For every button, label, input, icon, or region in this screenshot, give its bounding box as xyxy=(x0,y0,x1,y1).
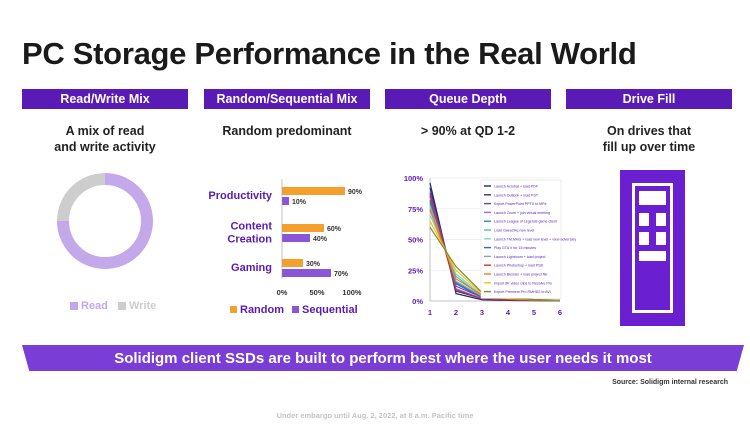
bar-sequential-1 xyxy=(282,234,310,242)
page-title: PC Storage Performance in the Real World xyxy=(22,36,637,71)
legend-label: Play GTA V for 15 minutes xyxy=(494,246,536,250)
x-tick-label: 0% xyxy=(277,288,288,297)
bar-random-0 xyxy=(282,187,345,195)
x-tick-label: 4 xyxy=(506,308,511,317)
drive-cell xyxy=(639,232,649,245)
column-subtitle-random-sequential: Random predominant xyxy=(204,123,370,139)
legend-label: Import 8K video clips to Resolve Pro xyxy=(494,281,552,285)
x-tick-label: 100% xyxy=(342,288,362,297)
summary-banner: Solidigm client SSDs are built to perfor… xyxy=(22,345,744,371)
subtitle-line: A mix of read xyxy=(65,124,145,138)
source-note: Source: Solidigm internal research xyxy=(612,379,728,386)
column-subtitle-drive-fill: On drives that fill up over time xyxy=(566,123,732,155)
legend-label: Launch League of Legends game client xyxy=(494,220,557,224)
drive-bar xyxy=(639,251,666,261)
bar-value-label: 60% xyxy=(327,226,342,233)
drive-inner xyxy=(635,186,670,310)
column-subtitle-queue-depth: > 90% at QD 1-2 xyxy=(385,123,551,139)
legend-label: Export PowerPoint PPTX to MP4 xyxy=(494,202,547,206)
subtitle-line: and write activity xyxy=(54,140,156,154)
drive-cell xyxy=(656,232,666,245)
drive-slot xyxy=(639,191,666,205)
y-tick-label: 50% xyxy=(408,236,423,245)
bar-value-label: 90% xyxy=(348,189,363,196)
y-tick-label: 0% xyxy=(412,297,423,306)
x-tick-label: 50% xyxy=(309,288,324,297)
subtitle-line: Random predominant xyxy=(222,124,352,138)
queue-depth-line-chart: 100% 75% 50% 25% 0% 1 2 3 4 5 6 Launch Acrobat + lo… xyxy=(404,174,577,317)
legend-label: Launch TM:MHG + load new level + view ad… xyxy=(494,237,576,241)
legend-label-read: Read xyxy=(81,300,108,312)
read-write-donut-chart: Read Write xyxy=(57,173,156,312)
legend-label-random: Random xyxy=(240,304,284,316)
column-header-read-write: Read/Write Mix xyxy=(22,89,188,109)
drive-fill-icon xyxy=(620,170,685,326)
legend-swatch-sequential xyxy=(292,306,299,313)
y-tick-label: 100% xyxy=(404,174,424,183)
legend-box xyxy=(480,179,562,299)
column-header-random-sequential: Random/Sequential Mix xyxy=(204,89,370,109)
bar-value-label: 30% xyxy=(306,261,321,268)
legend-label-sequential: Sequential xyxy=(302,304,358,316)
column-header-drive-fill: Drive Fill xyxy=(566,89,732,109)
legend-label: Launch Blender + load project file xyxy=(494,273,547,277)
legend-label: Launch Lightroom + load project xyxy=(494,255,545,259)
embargo-note: Under embargo until Aug. 2, 2022, at 8 a… xyxy=(276,411,474,420)
x-tick-label: 1 xyxy=(428,308,432,317)
bar-random-1 xyxy=(282,224,324,232)
bar-sequential-0 xyxy=(282,197,289,205)
y-tick-label: 25% xyxy=(408,266,423,275)
legend-swatch-read xyxy=(70,302,78,310)
legend-label: Launch Zoom + join virtual meeting xyxy=(494,211,550,215)
legend-swatch-random xyxy=(230,306,237,313)
drive-cell xyxy=(639,213,649,226)
category-label: Gaming xyxy=(231,262,272,274)
bar-random-2 xyxy=(282,259,303,267)
legend-label: Launch Photoshop + load PSD xyxy=(494,264,544,268)
donut-slice-write xyxy=(57,173,153,269)
bar-value-label: 40% xyxy=(313,236,328,243)
legend-label: Load Gaea2Hq new level xyxy=(494,229,535,233)
category-label: Productivity xyxy=(208,190,272,202)
subtitle-line: On drives that xyxy=(606,124,692,138)
legend-label: Launch Acrobat + load PDF xyxy=(494,185,539,189)
legend-label: Launch Outlook + load PST xyxy=(494,193,539,197)
legend-swatch-write xyxy=(118,302,126,310)
legend-label-write: Write xyxy=(129,300,156,312)
x-tick-label: 2 xyxy=(454,308,458,317)
bar-value-label: 10% xyxy=(292,199,307,206)
subtitle-line: > 90% at QD 1-2 xyxy=(420,124,516,138)
column-subtitle-read-write: A mix of read and write activity xyxy=(22,123,188,155)
x-tick-label: 3 xyxy=(480,308,484,317)
column-header-queue-depth: Queue Depth xyxy=(385,89,551,109)
bar-sequential-2 xyxy=(282,269,331,277)
category-label: Creation xyxy=(227,234,272,246)
category-label: Content xyxy=(230,221,272,233)
legend-label: Export Premiere Pro RMHD2 to AVI xyxy=(494,290,551,294)
x-tick-label: 5 xyxy=(532,308,536,317)
y-tick-label: 75% xyxy=(408,205,423,214)
bar-value-label: 70% xyxy=(334,271,349,278)
x-tick-label: 6 xyxy=(558,308,562,317)
subtitle-line: fill up over time xyxy=(602,140,696,154)
drive-cell xyxy=(656,213,666,226)
